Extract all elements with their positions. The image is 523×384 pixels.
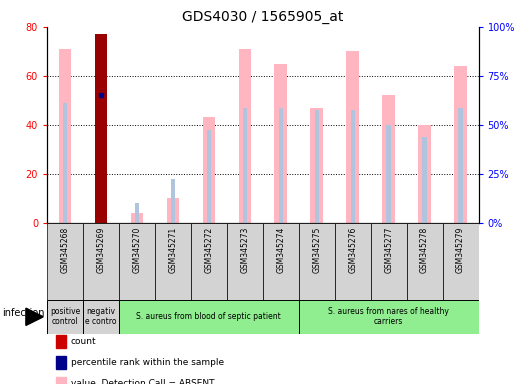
Bar: [135, 203, 139, 223]
Text: GSM345268: GSM345268: [61, 227, 70, 273]
Bar: [83, 223, 119, 300]
Bar: [55, 377, 66, 384]
Bar: [131, 213, 143, 223]
Bar: [314, 110, 319, 223]
Text: percentile rank within the sample: percentile rank within the sample: [71, 358, 224, 367]
Bar: [119, 300, 299, 334]
Polygon shape: [26, 308, 43, 326]
Text: GSM345270: GSM345270: [132, 227, 141, 273]
Bar: [418, 125, 431, 223]
Bar: [350, 110, 355, 223]
Bar: [207, 130, 211, 223]
Text: GSM345278: GSM345278: [420, 227, 429, 273]
Bar: [119, 223, 155, 300]
Text: negativ
e contro: negativ e contro: [85, 307, 117, 326]
Bar: [243, 108, 247, 223]
Text: GSM345275: GSM345275: [312, 227, 321, 273]
Text: GSM345277: GSM345277: [384, 227, 393, 273]
Bar: [275, 64, 287, 223]
Bar: [423, 137, 427, 223]
Bar: [279, 108, 283, 223]
Text: GSM345273: GSM345273: [241, 227, 249, 273]
Bar: [95, 34, 107, 223]
Bar: [170, 179, 175, 223]
Bar: [263, 223, 299, 300]
Bar: [63, 103, 67, 223]
Bar: [155, 223, 191, 300]
Bar: [47, 223, 83, 300]
Text: value, Detection Call = ABSENT: value, Detection Call = ABSENT: [71, 379, 214, 384]
Text: GSM345272: GSM345272: [204, 227, 213, 273]
Text: GSM345274: GSM345274: [276, 227, 285, 273]
Text: GSM345271: GSM345271: [168, 227, 177, 273]
Text: infection: infection: [3, 308, 45, 318]
Bar: [299, 223, 335, 300]
Bar: [59, 49, 71, 223]
Title: GDS4030 / 1565905_at: GDS4030 / 1565905_at: [182, 10, 344, 25]
Bar: [202, 118, 215, 223]
Bar: [335, 223, 371, 300]
Bar: [454, 66, 467, 223]
Text: GSM345276: GSM345276: [348, 227, 357, 273]
Bar: [47, 300, 83, 334]
Bar: [191, 223, 227, 300]
Bar: [371, 223, 407, 300]
Bar: [311, 108, 323, 223]
Bar: [167, 198, 179, 223]
Text: S. aureus from nares of healthy
carriers: S. aureus from nares of healthy carriers: [328, 307, 449, 326]
Bar: [346, 51, 359, 223]
Text: GSM345269: GSM345269: [97, 227, 106, 273]
Bar: [406, 223, 442, 300]
Bar: [442, 223, 479, 300]
Bar: [55, 356, 66, 369]
Bar: [99, 95, 103, 223]
Bar: [386, 125, 391, 223]
Bar: [382, 95, 395, 223]
Bar: [238, 49, 251, 223]
Text: S. aureus from blood of septic patient: S. aureus from blood of septic patient: [137, 312, 281, 321]
Bar: [299, 300, 479, 334]
Bar: [227, 223, 263, 300]
Bar: [95, 34, 107, 223]
Text: GSM345279: GSM345279: [456, 227, 465, 273]
Text: positive
control: positive control: [50, 307, 80, 326]
Bar: [458, 108, 463, 223]
Bar: [55, 335, 66, 348]
Bar: [83, 300, 119, 334]
Text: count: count: [71, 337, 96, 346]
